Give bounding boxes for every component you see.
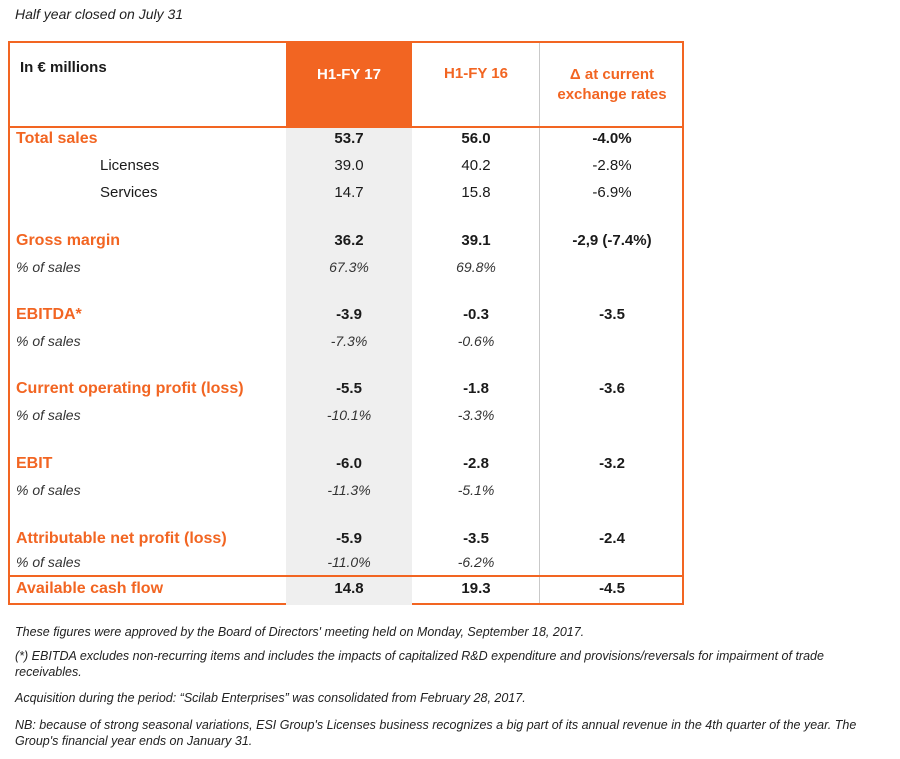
cell-fy17: -5.9: [336, 530, 362, 547]
note-seasonality: NB: because of strong seasonal variation…: [15, 718, 857, 748]
cell-fy16: -3.5: [463, 530, 489, 547]
row-label: EBIT: [16, 455, 53, 472]
cell-delta: -3.6: [599, 380, 625, 397]
cell-delta: -3.2: [599, 455, 625, 472]
cell-fy17: -11.3%: [327, 482, 371, 498]
table-row-available-cash-flow: Available cash flow 14.8 19.3 -4.5: [10, 580, 682, 602]
header-h1-fy17: H1-FY 17: [286, 43, 412, 127]
cell-delta: -4.0%: [592, 130, 632, 147]
table-row-pct-sales: % of sales -11.0% -6.2%: [10, 554, 682, 576]
header-units-label: In € millions: [20, 59, 107, 76]
cell-delta: -2.4: [599, 530, 625, 547]
table-row-attributable-net-profit: Attributable net profit (loss) -5.9 -3.5…: [10, 530, 682, 552]
table-row-ebit: EBIT -6.0 -2.8 -3.2: [10, 455, 682, 477]
cell-fy17: -7.3%: [330, 333, 368, 349]
cell-fy17: -10.1%: [326, 407, 372, 423]
table-row-pct-sales: % of sales -7.3% -0.6%: [10, 333, 682, 355]
cell-fy17: -5.5: [336, 380, 362, 397]
cell-fy16: -6.2%: [457, 554, 495, 570]
current-period-column-shade: [286, 127, 412, 605]
row-label: EBITDA*: [16, 306, 82, 323]
row-label: % of sales: [16, 482, 81, 498]
cell-fy17: -6.0: [336, 455, 362, 472]
cell-fy16: 39.1: [461, 232, 491, 249]
cell-fy17: 36.2: [334, 232, 364, 249]
cell-fy16: 56.0: [461, 130, 491, 147]
cell-fy17: 39.0: [334, 157, 364, 174]
row-label: Services: [100, 184, 158, 201]
note-acquisition: Acquisition during the period: “Scilab E…: [15, 691, 526, 705]
table-row-total-sales: Total sales 53.7 56.0 -4.0%: [10, 130, 682, 152]
table-row-pct-sales: % of sales -10.1% -3.3%: [10, 407, 682, 429]
column-divider: [539, 43, 540, 603]
table-row-current-operating-profit: Current operating profit (loss) -5.5 -1.…: [10, 380, 682, 402]
table-row-ebitda: EBITDA* -3.9 -0.3 -3.5: [10, 306, 682, 328]
note-ebitda-definition: (*) EBITDA excludes non-recurring items …: [15, 649, 824, 679]
row-label: % of sales: [16, 554, 81, 570]
cell-delta: -2,9 (-7.4%): [572, 232, 652, 249]
cell-fy16: 15.8: [461, 184, 491, 201]
row-label: Licenses: [100, 157, 160, 174]
cell-fy16: -2.8: [463, 455, 489, 472]
row-label: % of sales: [16, 333, 81, 349]
row-label: Attributable net profit (loss): [16, 530, 227, 547]
row-label: Available cash flow: [16, 580, 164, 597]
cell-delta: -6.9%: [592, 184, 632, 201]
cell-fy16: -0.6%: [457, 333, 495, 349]
cell-fy17: -11.0%: [327, 554, 371, 570]
cell-delta: -2.8%: [592, 157, 632, 174]
row-label: Current operating profit (loss): [16, 380, 244, 397]
cash-flow-divider: [10, 575, 682, 577]
cell-fy16: -0.3: [463, 306, 489, 323]
table-caption: Half year closed on July 31: [15, 6, 184, 22]
table-row-pct-sales: % of sales -11.3% -5.1%: [10, 482, 682, 504]
note-approval: These figures were approved by the Board…: [15, 625, 585, 639]
financial-table: H1-FY 17 In € millions H1-FY 16 Δ at cur…: [8, 41, 684, 605]
row-label: Total sales: [16, 130, 98, 147]
header-h1-fy16: H1-FY 16: [444, 65, 508, 82]
cell-fy17: 14.7: [334, 184, 364, 201]
cell-fy17: 67.3%: [329, 259, 369, 275]
cell-fy16: 69.8%: [456, 259, 496, 275]
row-label: Gross margin: [16, 232, 121, 249]
cell-fy16: 40.2: [461, 157, 491, 174]
table-row-pct-sales: % of sales 67.3% 69.8%: [10, 259, 682, 281]
table-row-licenses: Licenses 39.0 40.2 -2.8%: [10, 157, 682, 179]
cell-delta: -4.5: [599, 580, 625, 597]
cell-delta: -3.5: [599, 306, 625, 323]
table-row-gross-margin: Gross margin 36.2 39.1 -2,9 (-7.4%): [10, 232, 682, 254]
header-divider: [10, 126, 682, 128]
cell-fy16: -3.3%: [457, 407, 495, 423]
header-delta: Δ at current exchange rates: [557, 66, 667, 103]
cell-fy17: -3.9: [336, 306, 362, 323]
cell-fy17: 53.7: [334, 130, 364, 147]
row-label: % of sales: [16, 407, 81, 423]
row-label: % of sales: [16, 259, 81, 275]
cell-fy16: -1.8: [463, 380, 489, 397]
cell-fy16: 19.3: [461, 580, 491, 597]
table-row-services: Services 14.7 15.8 -6.9%: [10, 184, 682, 206]
cell-fy17: 14.8: [334, 580, 364, 597]
cell-fy16: -5.1%: [457, 482, 495, 498]
